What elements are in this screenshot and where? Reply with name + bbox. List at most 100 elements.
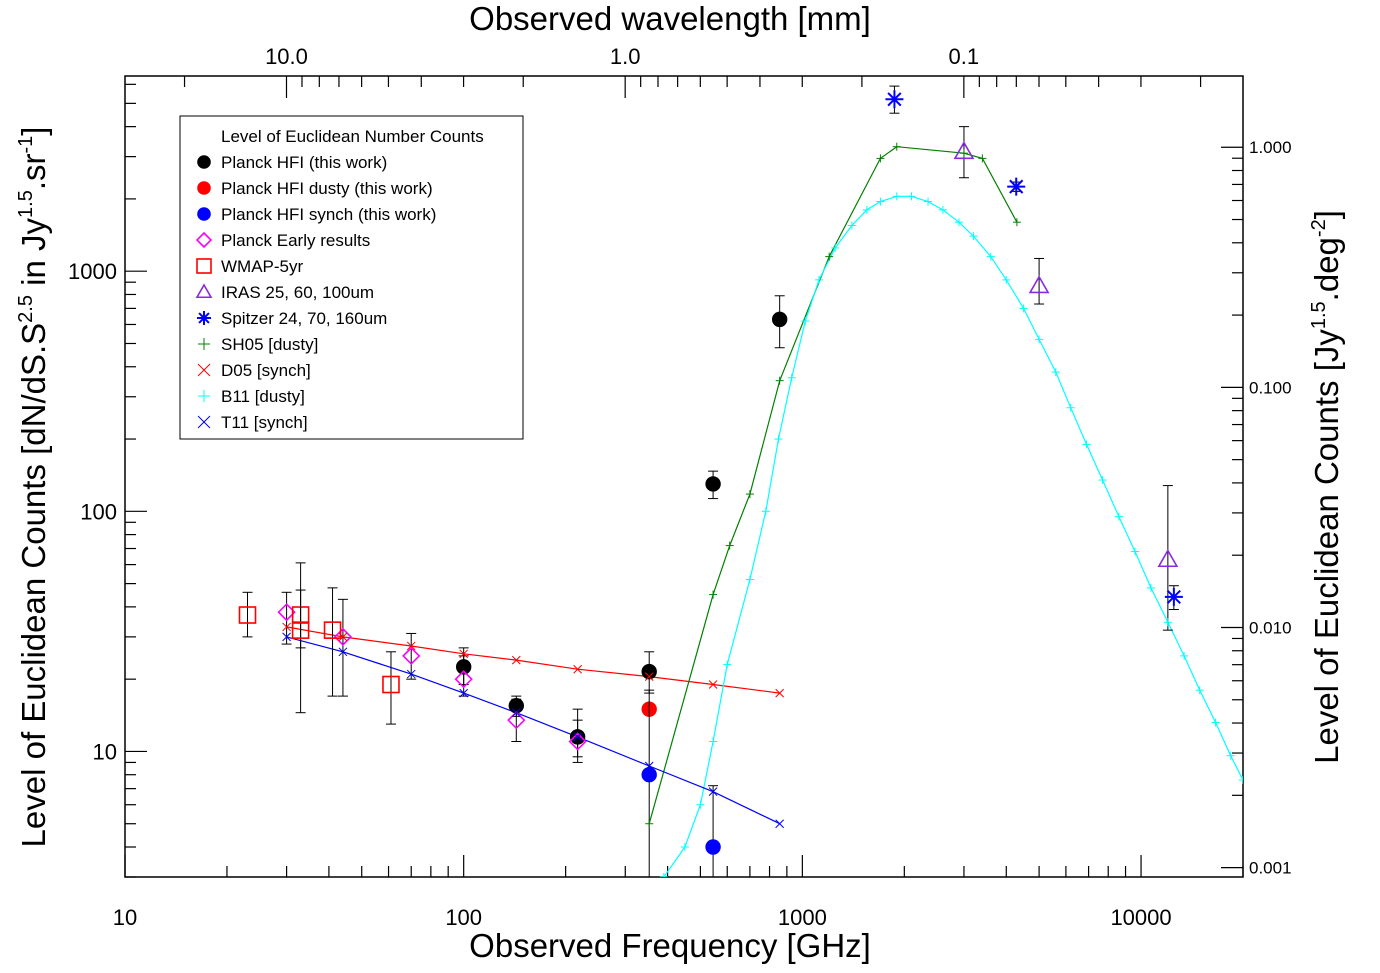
legend-label: Spitzer 24, 70, 160um xyxy=(221,309,387,328)
x-axis-title: Observed Frequency [GHz] xyxy=(469,927,871,964)
data-point xyxy=(969,232,978,241)
data-point xyxy=(847,221,856,230)
data-point xyxy=(771,311,788,328)
legend-label: D05 [synch] xyxy=(221,361,311,380)
data-point xyxy=(708,680,718,689)
y-tick-label: 1000 xyxy=(68,259,117,284)
data-point xyxy=(876,154,885,163)
data-point xyxy=(568,732,587,751)
data-point xyxy=(825,252,834,261)
data-point xyxy=(459,649,469,659)
data-point xyxy=(775,688,785,698)
legend-marker xyxy=(198,338,210,350)
error-bar xyxy=(242,591,253,638)
legend-marker xyxy=(197,311,211,325)
data-point xyxy=(1114,512,1123,521)
error-bar xyxy=(708,785,719,877)
x2-axis-title: Observed wavelength [mm] xyxy=(469,0,871,37)
legend-label: WMAP-5yr xyxy=(221,257,304,276)
data-point xyxy=(1098,476,1107,485)
legend-label: Planck HFI synch (this work) xyxy=(221,205,436,224)
error-bar xyxy=(281,591,292,645)
data-point xyxy=(986,252,995,261)
data-point xyxy=(1082,440,1091,449)
data-point xyxy=(745,575,754,584)
data-point xyxy=(708,787,718,797)
legend-marker xyxy=(197,181,211,195)
y2-tick-label: 0.001 xyxy=(1249,859,1292,878)
error-bar xyxy=(511,698,522,743)
data-point xyxy=(705,839,721,855)
data-point xyxy=(406,641,416,651)
series-8 xyxy=(286,626,780,694)
data-point xyxy=(507,711,526,730)
data-point xyxy=(641,767,657,783)
legend-label: Planck Early results xyxy=(221,231,370,250)
data-point xyxy=(511,655,521,665)
data-point xyxy=(333,627,353,647)
y-tick-label: 100 xyxy=(80,499,117,524)
series-marks-6 xyxy=(885,85,1183,611)
x-tick-label: 10000 xyxy=(1110,905,1171,930)
data-point xyxy=(725,541,734,550)
legend-marker xyxy=(197,363,211,377)
error-bar xyxy=(337,598,348,697)
error-bar xyxy=(1034,257,1045,305)
y2-tick-label: 1.000 xyxy=(1249,138,1292,157)
data-point xyxy=(709,737,718,746)
legend-marker xyxy=(195,283,213,299)
x2-tick-label: 0.1 xyxy=(949,44,980,69)
series-marks-4 xyxy=(238,562,400,725)
series-marks-9 xyxy=(659,192,1243,877)
data-point xyxy=(787,373,796,382)
data-point xyxy=(459,688,469,698)
data-point xyxy=(1163,618,1172,627)
data-point xyxy=(705,476,721,492)
data-point xyxy=(723,660,732,669)
data-point xyxy=(1157,548,1179,568)
legend: Level of Euclidean Number Counts Planck H… xyxy=(179,115,524,440)
error-bar xyxy=(406,632,417,680)
data-point xyxy=(511,708,521,718)
error-bar xyxy=(644,689,655,877)
data-point xyxy=(775,819,785,829)
x2-tick-label: 10.0 xyxy=(265,44,308,69)
data-point xyxy=(892,192,901,201)
data-point xyxy=(1002,275,1011,284)
data-point xyxy=(1180,651,1189,660)
data-point xyxy=(573,664,582,674)
series-marks-7 xyxy=(645,142,1021,828)
data-point xyxy=(831,243,840,252)
data-point xyxy=(885,90,904,109)
legend-label: Planck HFI dusty (this work) xyxy=(221,179,433,198)
data-point xyxy=(1035,335,1044,344)
legend-box xyxy=(179,115,524,440)
legend-marker xyxy=(198,390,210,402)
data-point xyxy=(323,621,342,639)
data-point xyxy=(382,675,400,694)
data-point xyxy=(680,842,689,851)
data-point xyxy=(1131,547,1140,556)
data-point xyxy=(644,672,654,681)
data-point xyxy=(238,606,257,624)
legend-marker xyxy=(197,415,211,429)
data-point xyxy=(801,317,810,326)
data-point xyxy=(1051,368,1060,377)
data-point xyxy=(774,435,783,444)
y2-tick-label: 0.010 xyxy=(1249,618,1292,637)
data-point xyxy=(1195,686,1204,695)
data-point xyxy=(978,154,987,163)
legend-label: T11 [synch] xyxy=(221,413,308,432)
series-line xyxy=(286,626,780,694)
data-point xyxy=(938,205,947,214)
series-marks-5 xyxy=(953,126,1179,631)
error-bar xyxy=(385,651,396,725)
data-point xyxy=(1028,275,1050,294)
data-point xyxy=(954,218,963,227)
data-point xyxy=(644,761,654,771)
data-point xyxy=(641,663,657,680)
y2-axis-title: Level of Euclidean Counts [Jy1.5.deg-2] xyxy=(1308,210,1345,764)
legend-marker xyxy=(197,155,211,169)
series-marks-3 xyxy=(277,591,587,763)
